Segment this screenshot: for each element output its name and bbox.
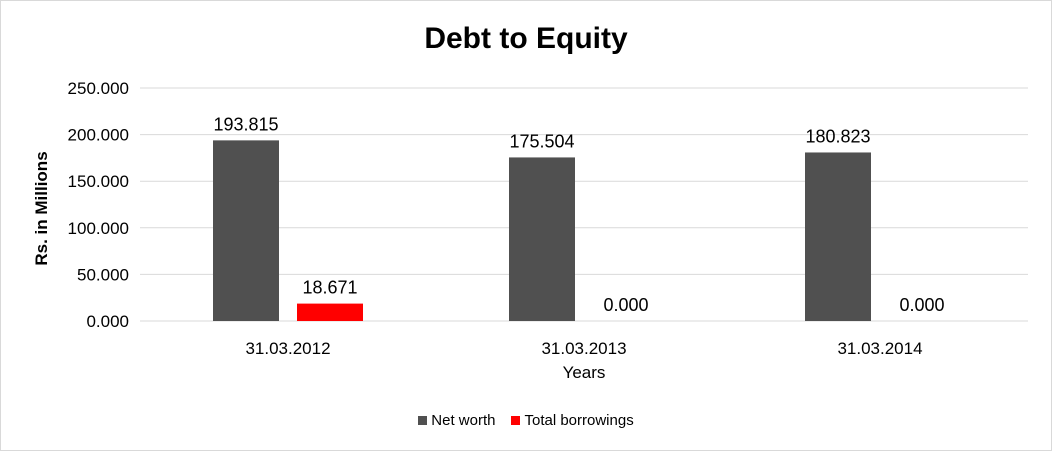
y-axis-title: Rs. in Millions [32,151,51,265]
y-tick-label: 200.000 [68,126,129,145]
y-tick-label: 50.000 [77,265,129,284]
x-tick-label: 31.03.2012 [245,339,330,358]
data-label: 0.000 [603,295,648,315]
legend: Net worth Total borrowings [0,412,1052,429]
legend-swatch-total-borrowings [511,416,521,425]
y-tick-label: 0.000 [86,312,129,331]
data-label: 180.823 [805,126,870,146]
x-tick-label: 31.03.2013 [541,339,626,358]
y-tick-label: 100.000 [68,219,129,238]
chart-title: Debt to Equity [424,22,628,55]
data-label: 18.671 [302,278,357,298]
legend-label-net-worth: Net worth [431,412,496,429]
y-tick-label: 250.000 [68,79,129,98]
bar-net-worth [213,140,279,321]
legend-label-total-borrowings: Total borrowings [524,412,634,429]
data-label: 193.815 [213,114,278,134]
x-tick-label: 31.03.2014 [837,339,922,358]
legend-item-total-borrowings: Total borrowings [511,412,634,429]
x-axis-title: Years [563,363,606,382]
bar-total-borrowings [297,303,363,321]
legend-swatch-net-worth [418,416,428,425]
bar-net-worth [805,152,871,321]
data-label: 0.000 [899,295,944,315]
bar-net-worth [509,157,575,321]
data-label: 175.504 [509,131,574,151]
legend-item-net-worth: Net worth [418,412,495,429]
y-tick-label: 150.000 [68,172,129,191]
